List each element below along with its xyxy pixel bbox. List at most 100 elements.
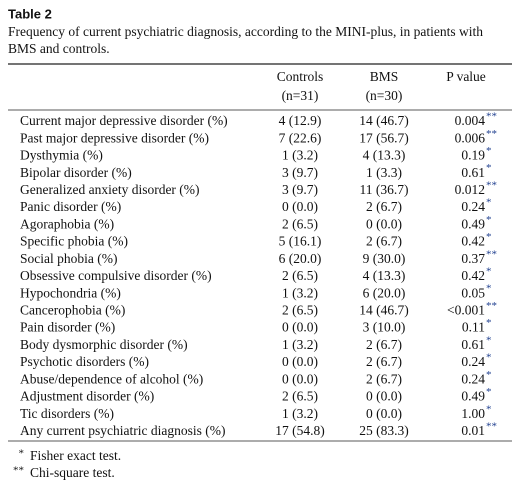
cell: 2 (6.7) [366,354,402,369]
column-n: (n=31) [282,88,319,103]
significance-mark: ** [486,111,497,123]
footnote-text: Fisher exact test. [30,448,121,463]
cell: 17 (54.8) [275,423,325,438]
column-n: (n=30) [366,88,403,103]
cell: 0 (0.0) [282,199,318,214]
row-label: Body dysmorphic disorder (%) [20,337,188,352]
cell: 3 (9.7) [282,165,318,180]
p-value: 0.49 [461,389,485,404]
cell: 2 (6.5) [282,268,318,283]
p-value: 0.24 [461,371,485,386]
p-value: 0.012 [455,182,485,197]
significance-mark: * [486,283,492,295]
cell: 0 (0.0) [282,354,318,369]
column-header: P value [446,69,486,84]
cell: 2 (6.7) [366,234,402,249]
footnote-text: Chi-square test. [30,465,115,480]
caption-line: Frequency of current psychiatric diagnos… [8,24,483,39]
cell: 11 (36.7) [360,182,409,197]
row-label: Bipolar disorder (%) [20,165,132,180]
cell: 0 (0.0) [366,216,402,231]
footnote-mark: * [19,448,25,460]
cell: 4 (12.9) [279,113,322,128]
cell: 2 (6.7) [366,199,402,214]
row-label: Current major depressive disorder (%) [20,113,228,128]
cell: 0 (0.0) [366,389,402,404]
column-header: BMS [370,69,399,84]
significance-mark: * [486,334,492,346]
row-label: Past major depressive disorder (%) [20,130,209,145]
cell: 1 (3.3) [366,165,402,180]
row-label: Psychotic disorders (%) [20,354,149,369]
cell: 17 (56.7) [359,130,409,145]
significance-mark: ** [486,300,497,312]
p-value: 0.37 [461,251,485,266]
row-label: Panic disorder (%) [20,199,121,214]
p-value: 0.006 [455,130,486,145]
row-label: Hypochondria (%) [20,285,121,300]
cell: 0 (0.0) [366,406,402,421]
row-label: Pain disorder (%) [20,320,115,335]
significance-mark: * [486,231,492,243]
p-value: 0.05 [461,285,485,300]
cell: 4 (13.3) [363,148,406,163]
significance-mark: * [486,197,492,209]
caption-line: BMS and controls. [8,41,110,56]
significance-mark: * [486,145,492,157]
cell: 2 (6.5) [282,216,318,231]
cell: 6 (20.0) [279,251,322,266]
significance-mark: * [486,266,492,278]
cell: 2 (6.5) [282,303,318,318]
cell: 6 (20.0) [363,285,406,300]
significance-mark: ** [486,248,497,260]
significance-mark: ** [486,420,497,432]
significance-mark: * [486,317,492,329]
cell: 9 (30.0) [363,251,406,266]
significance-mark: ** [486,179,497,191]
cell: 3 (10.0) [363,320,406,335]
row-label: Agoraphobia (%) [20,216,114,231]
cell: 5 (16.1) [279,234,322,249]
cell: 0 (0.0) [282,371,318,386]
row-label: Cancerophobia (%) [20,303,125,318]
significance-mark: * [486,214,492,226]
p-value: 0.42 [461,268,485,283]
cell: 4 (13.3) [363,268,406,283]
p-value: 0.01 [461,423,485,438]
cell: 3 (9.7) [282,182,318,197]
p-value: 0.11 [462,320,485,335]
cell: 1 (3.2) [282,285,318,300]
cell: 14 (46.7) [359,303,409,318]
p-value: <0.001 [447,303,485,318]
p-value: 1.00 [461,406,485,421]
cell: 2 (6.7) [366,371,402,386]
significance-mark: * [486,386,492,398]
row-label: Any current psychiatric diagnosis (%) [20,423,225,438]
cell: 25 (83.3) [359,423,409,438]
p-value: 0.49 [461,216,485,231]
p-value: 0.24 [461,199,485,214]
p-value: 0.42 [461,234,485,249]
p-value: 0.19 [461,148,485,163]
row-label: Specific phobia (%) [20,234,128,249]
row-label: Adjustment disorder (%) [20,389,154,404]
column-header: Controls [277,69,324,84]
p-value: 0.61 [461,337,485,352]
cell: 7 (22.6) [279,130,322,145]
cell: 2 (6.5) [282,389,318,404]
significance-mark: * [486,162,492,174]
row-label: Dysthymia (%) [20,148,103,163]
row-label: Social phobia (%) [20,251,117,266]
p-value: 0.004 [455,113,486,128]
row-label: Tic disorders (%) [20,406,114,421]
cell: 1 (3.2) [282,406,318,421]
significance-mark: ** [486,128,497,140]
cell: 2 (6.7) [366,337,402,352]
cell: 0 (0.0) [282,320,318,335]
table-title: Table 2 [8,6,52,21]
cell: 1 (3.2) [282,337,318,352]
significance-mark: * [486,369,492,381]
footnote-mark: ** [13,465,24,477]
p-value: 0.61 [461,165,485,180]
